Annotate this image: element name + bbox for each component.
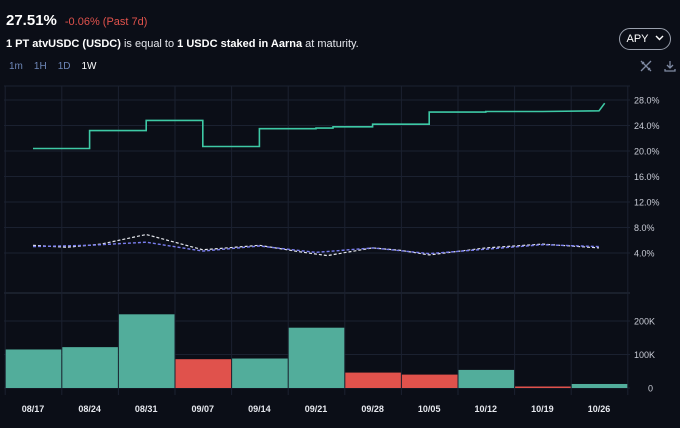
volume-bars	[5, 314, 628, 388]
apy-tick-label: 28.0%	[634, 96, 660, 106]
x-tick-label: 09/14	[248, 404, 271, 414]
y-axis-labels: 28.0% 24.0% 20.0% 16.0% 12.0% 8.0% 4.0% 200K 100…	[634, 96, 660, 394]
scale-tools-icon[interactable]	[640, 60, 652, 72]
desc-middle: is equal to	[120, 38, 178, 50]
volume-tick-label: 200K	[634, 317, 655, 327]
series-fixed-apy	[33, 102, 606, 150]
volume-bar	[515, 386, 571, 388]
x-tick-label: 10/19	[531, 404, 554, 414]
x-axis-labels: 08/17 08/24 08/31 09/07 09/14 09/21 09/28 10/05…	[22, 404, 611, 414]
metric-select-label: APY	[626, 33, 649, 45]
volume-bar	[345, 372, 401, 388]
maturity-description: 1 PT atvUSDC (USDC) is equal to 1 USDC s…	[6, 38, 359, 50]
volume-bar	[175, 359, 232, 388]
apy-summary: 27.51% -0.06% (Past 7d)	[6, 12, 147, 29]
time-range-tabs: 1m 1H 1D 1W	[9, 61, 97, 72]
x-tick-label: 08/24	[78, 404, 101, 414]
volume-bar	[232, 358, 288, 388]
range-1m[interactable]: 1m	[9, 61, 23, 72]
apy-tick-label: 16.0%	[634, 172, 660, 182]
volume-bar	[62, 347, 118, 388]
x-tick-label: 08/31	[135, 404, 158, 414]
x-tick-label: 09/28	[361, 404, 384, 414]
volume-bar	[458, 369, 515, 388]
chevron-down-icon	[655, 33, 664, 43]
download-icon[interactable]	[664, 60, 676, 72]
apy-value: 27.51%	[6, 12, 57, 29]
x-tick-label: 10/26	[588, 404, 611, 414]
x-tick-label: 10/05	[418, 404, 441, 414]
apy-lines	[32, 102, 606, 257]
apy-change: -0.06% (Past 7d)	[64, 16, 148, 28]
x-tick-label: 09/07	[192, 404, 215, 414]
x-tick-label: 09/21	[305, 404, 328, 414]
apy-tick-label: 12.0%	[634, 198, 660, 208]
apy-tick-label: 8.0%	[634, 223, 655, 233]
chart-tools	[640, 60, 676, 72]
volume-tick-label: 100K	[634, 350, 655, 360]
series-implied-apy	[32, 233, 600, 257]
apy-tick-label: 4.0%	[634, 249, 655, 259]
volume-bar	[571, 383, 628, 388]
volume-bar	[288, 327, 345, 388]
apy-tick-label: 20.0%	[634, 147, 660, 157]
pt-token-name: 1 PT atvUSDC (USDC)	[6, 38, 121, 50]
volume-tick-label: 0	[648, 384, 653, 394]
metric-select[interactable]: APY	[619, 28, 671, 50]
x-tick-label: 08/17	[22, 404, 45, 414]
range-1h[interactable]: 1H	[33, 61, 47, 72]
staked-asset: 1 USDC staked in Aarna	[177, 38, 303, 50]
volume-bar	[118, 314, 175, 388]
x-tick-label: 10/12	[475, 404, 498, 414]
range-1w[interactable]: 1W	[81, 61, 97, 72]
desc-tail: at maturity.	[302, 38, 359, 50]
volume-bar	[401, 374, 458, 388]
apy-tick-label: 24.0%	[634, 121, 660, 131]
volume-bar	[5, 349, 62, 388]
range-1d[interactable]: 1D	[57, 61, 71, 72]
